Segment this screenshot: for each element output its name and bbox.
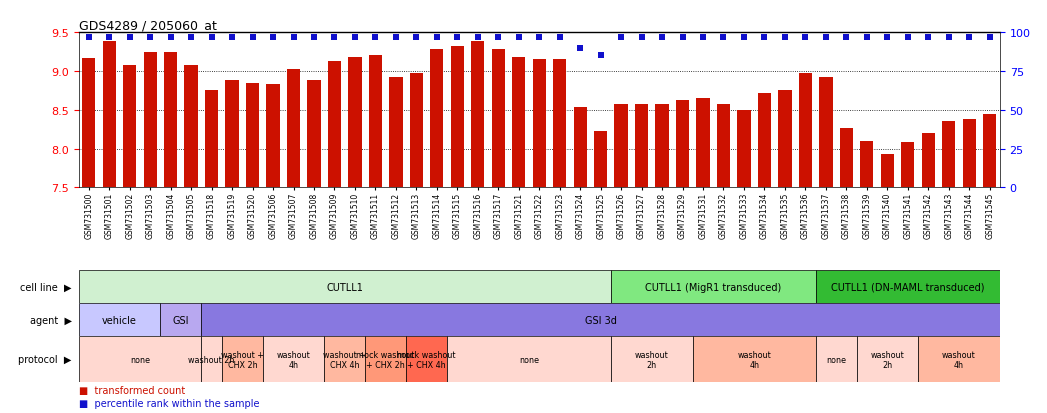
Bar xyxy=(160,304,201,337)
Bar xyxy=(840,128,853,188)
Text: washout
2h: washout 2h xyxy=(870,350,905,369)
Text: vehicle: vehicle xyxy=(102,315,137,325)
Bar xyxy=(693,337,816,382)
Bar xyxy=(553,60,566,188)
Text: ■  percentile rank within the sample: ■ percentile rank within the sample xyxy=(79,399,259,408)
Bar xyxy=(447,337,610,382)
Text: washout
4h: washout 4h xyxy=(276,350,310,369)
Text: washout
4h: washout 4h xyxy=(737,350,771,369)
Bar xyxy=(82,59,95,188)
Bar xyxy=(79,304,160,337)
Bar xyxy=(369,56,382,188)
Text: washout 2h: washout 2h xyxy=(188,355,235,364)
Bar xyxy=(610,271,816,304)
Bar xyxy=(124,66,136,188)
Bar xyxy=(533,60,545,188)
Bar xyxy=(918,337,1000,382)
Text: CUTLL1 (DN-MAML transduced): CUTLL1 (DN-MAML transduced) xyxy=(831,282,984,292)
Bar xyxy=(287,69,300,188)
Bar xyxy=(143,52,157,188)
Bar xyxy=(205,91,218,188)
Bar xyxy=(263,337,325,382)
Text: CUTLL1 (MigR1 transduced): CUTLL1 (MigR1 transduced) xyxy=(645,282,781,292)
Bar xyxy=(881,154,894,188)
Bar xyxy=(103,42,116,188)
Bar xyxy=(816,271,1000,304)
Text: mock washout
+ CHX 2h: mock washout + CHX 2h xyxy=(356,350,415,369)
Text: GSI 3d: GSI 3d xyxy=(584,315,617,325)
Bar xyxy=(79,271,610,304)
Bar xyxy=(409,74,423,188)
Bar xyxy=(816,337,856,382)
Text: CUTLL1: CUTLL1 xyxy=(327,282,363,292)
Bar xyxy=(79,337,201,382)
Text: washout +
CHX 4h: washout + CHX 4h xyxy=(324,350,366,369)
Bar xyxy=(901,143,914,188)
Bar xyxy=(328,62,341,188)
Bar xyxy=(266,85,280,188)
Bar xyxy=(184,66,198,188)
Bar xyxy=(471,42,485,188)
Text: none: none xyxy=(826,355,846,364)
Bar xyxy=(349,58,361,188)
Bar xyxy=(962,120,976,188)
Bar xyxy=(574,108,586,188)
Bar xyxy=(758,93,771,188)
Text: mock washout
+ CHX 4h: mock washout + CHX 4h xyxy=(398,350,455,369)
Bar xyxy=(778,91,792,188)
Bar xyxy=(225,81,239,188)
Bar xyxy=(861,142,873,188)
Bar xyxy=(246,83,260,188)
Bar xyxy=(610,337,693,382)
Bar xyxy=(634,104,648,188)
Text: washout
4h: washout 4h xyxy=(942,350,976,369)
Bar xyxy=(921,134,935,188)
Bar xyxy=(492,50,505,188)
Bar xyxy=(942,122,955,188)
Bar xyxy=(615,105,628,188)
Bar xyxy=(164,52,177,188)
Bar xyxy=(308,81,320,188)
Bar xyxy=(201,304,1000,337)
Bar xyxy=(430,50,444,188)
Bar xyxy=(799,74,812,188)
Bar xyxy=(222,337,263,382)
Bar xyxy=(983,114,997,188)
Text: none: none xyxy=(519,355,539,364)
Bar xyxy=(512,58,526,188)
Bar xyxy=(594,132,607,188)
Text: cell line  ▶: cell line ▶ xyxy=(20,282,71,292)
Bar xyxy=(365,337,406,382)
Text: protocol  ▶: protocol ▶ xyxy=(18,354,71,364)
Bar xyxy=(655,104,669,188)
Bar xyxy=(696,99,710,188)
Bar xyxy=(201,337,222,382)
Text: ■  transformed count: ■ transformed count xyxy=(79,385,184,395)
Bar xyxy=(737,110,751,188)
Bar xyxy=(676,101,689,188)
Text: GSI: GSI xyxy=(173,315,190,325)
Text: none: none xyxy=(130,355,150,364)
Bar xyxy=(856,337,918,382)
Bar xyxy=(450,47,464,188)
Text: agent  ▶: agent ▶ xyxy=(29,315,71,325)
Bar xyxy=(325,337,365,382)
Bar xyxy=(819,78,832,188)
Bar xyxy=(389,78,402,188)
Text: GDS4289 / 205060_at: GDS4289 / 205060_at xyxy=(79,19,217,32)
Text: washout
2h: washout 2h xyxy=(634,350,669,369)
Bar xyxy=(717,104,730,188)
Text: washout +
CHX 2h: washout + CHX 2h xyxy=(221,350,264,369)
Bar xyxy=(406,337,447,382)
